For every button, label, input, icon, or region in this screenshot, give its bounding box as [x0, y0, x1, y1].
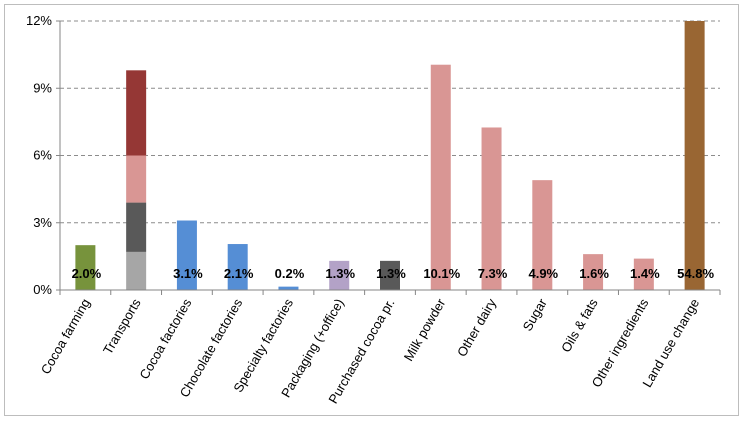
- bar-segment: [684, 21, 705, 290]
- data-labels: 2.0% 3.1% 2.1% 0.2% 1.3% 1.3% 10.1% 7.3% 4.9% 1.6…: [72, 266, 715, 281]
- bars: [75, 21, 705, 291]
- data-label: 2.0%: [72, 266, 102, 281]
- x-category-label: Oils & fats: [558, 296, 601, 355]
- data-label: 1.6%: [579, 266, 609, 281]
- bar-segment: [532, 180, 553, 290]
- x-category-label: Milk powder: [401, 295, 449, 363]
- data-label: 1.3%: [376, 266, 406, 281]
- bar-segment: [278, 286, 299, 290]
- bar-segment: [380, 260, 400, 290]
- bar-segment: [430, 64, 451, 291]
- bar-segment: [329, 260, 350, 290]
- data-label: 1.3%: [325, 266, 355, 281]
- data-label: 3.1%: [173, 266, 203, 281]
- y-axis: 0% 3% 6% 9% 12%: [26, 13, 61, 297]
- y-tick-label: 3%: [33, 215, 52, 230]
- bar-segment: [126, 155, 147, 203]
- bar-segment: [126, 70, 147, 156]
- gridlines: [60, 20, 720, 224]
- bar-segment: [176, 220, 197, 290]
- y-tick-label: 0%: [33, 282, 52, 297]
- data-label: 4.9%: [528, 266, 558, 281]
- x-category-label: Other dairy: [454, 296, 499, 360]
- y-tick-label: 9%: [33, 80, 52, 95]
- bar-segment: [633, 258, 654, 290]
- data-label: 10.1%: [423, 266, 460, 281]
- data-label: 54.8%: [677, 266, 714, 281]
- data-label: 0.2%: [275, 266, 305, 281]
- data-label: 1.4%: [630, 266, 660, 281]
- y-tick-label: 12%: [26, 13, 52, 28]
- x-category-label: Land use change: [639, 296, 702, 390]
- bar-segment: [75, 245, 96, 290]
- bar-segment: [583, 254, 604, 290]
- x-category-label: Cocoa factories: [136, 296, 194, 382]
- data-label: 2.1%: [224, 266, 254, 281]
- data-label: 7.3%: [478, 266, 508, 281]
- bar-segment: [481, 127, 502, 291]
- y-tick-label: 6%: [33, 148, 52, 163]
- x-category-label: Cocoa farming: [38, 296, 93, 377]
- bar-segment: [126, 251, 147, 290]
- bar-segment: [227, 244, 248, 290]
- x-category-label: Transports: [100, 296, 144, 357]
- bar-segment: [126, 202, 147, 252]
- x-category-label: Sugar: [520, 295, 551, 333]
